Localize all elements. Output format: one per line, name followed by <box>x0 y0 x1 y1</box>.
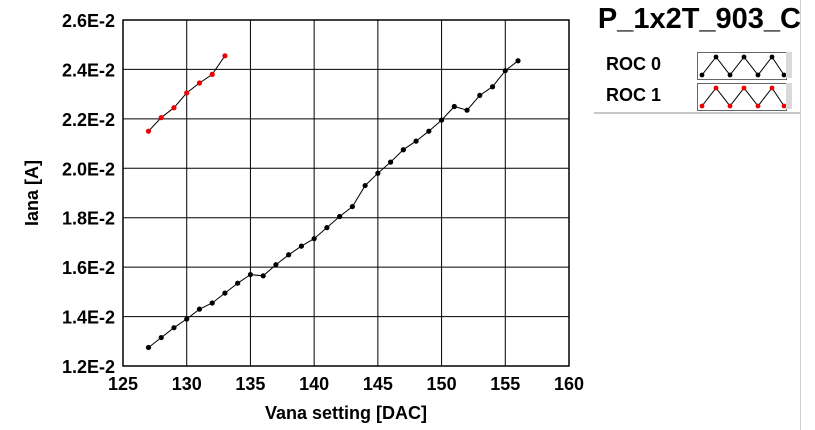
data-point-roc0 <box>515 58 521 64</box>
data-point-roc0 <box>145 344 152 351</box>
data-point-roc0 <box>311 236 317 242</box>
data-point-roc0 <box>464 107 470 113</box>
data-point-roc0 <box>247 271 254 278</box>
legend-item-roc1[interactable]: ROC 1 <box>594 81 794 111</box>
plot-frame <box>122 19 570 367</box>
legend-swatch-marker <box>769 54 775 60</box>
legend-swatch-marker <box>781 72 786 78</box>
data-point-roc0 <box>362 182 368 189</box>
y-tick-label: 2.0E-2 <box>62 159 115 179</box>
legend-swatch-marker <box>781 103 786 109</box>
plot-background <box>123 20 569 366</box>
data-point-roc0 <box>196 306 203 312</box>
y-tick-label: 1.6E-2 <box>62 258 115 278</box>
x-tick-label: 125 <box>108 374 138 394</box>
x-tick-label: 130 <box>172 374 202 394</box>
data-point-roc0 <box>324 225 330 231</box>
x-tick-label: 145 <box>363 374 393 394</box>
data-point-roc0 <box>502 68 508 74</box>
data-point-roc1 <box>158 115 164 121</box>
data-point-roc0 <box>451 103 457 110</box>
legend-label-roc0: ROC 0 <box>606 54 662 74</box>
data-point-roc0 <box>477 92 483 98</box>
data-point-roc0 <box>388 159 394 165</box>
y-tick-label: 1.8E-2 <box>62 209 115 229</box>
data-point-roc0 <box>184 316 190 322</box>
legend-swatch-marker <box>727 103 733 109</box>
y-tick-label: 2.2E-2 <box>62 110 115 130</box>
y-tick-label: 1.2E-2 <box>62 357 115 377</box>
data-point-roc0 <box>426 128 432 134</box>
legend-swatch-polyline <box>701 87 785 107</box>
legend-swatch-marker <box>713 85 719 91</box>
legend: ROC 0 ROC 1 <box>594 48 803 114</box>
legend-scroll-handle[interactable] <box>786 52 792 78</box>
data-point-roc0 <box>273 262 279 268</box>
chart-title: P_1x2T_903_C <box>597 3 801 35</box>
legend-swatch-polyline <box>701 56 785 76</box>
data-point-roc0 <box>158 334 164 341</box>
legend-swatch-marker <box>713 54 719 60</box>
data-point-roc0 <box>349 203 355 210</box>
y-tick-label: 1.4E-2 <box>62 308 115 328</box>
legend-swatch-roc1 <box>697 83 787 111</box>
data-point-roc0 <box>438 117 445 123</box>
legend-label-roc1: ROC 1 <box>606 85 662 105</box>
data-point-roc0 <box>489 84 496 90</box>
data-point-roc0 <box>286 252 292 258</box>
data-point-roc0 <box>337 213 343 220</box>
data-point-roc0 <box>298 243 304 249</box>
y-tick-label: 2.6E-2 <box>62 11 115 31</box>
legend-swatch-roc0 <box>697 52 787 80</box>
legend-swatch-marker <box>755 72 761 78</box>
x-tick-label: 160 <box>554 374 584 394</box>
x-axis-title: Vana setting [DAC] <box>265 403 427 423</box>
data-point-roc0 <box>235 280 241 286</box>
data-point-roc0 <box>209 300 215 306</box>
legend-scroll-handle[interactable] <box>786 83 792 109</box>
data-point-roc1 <box>184 90 190 96</box>
data-point-roc1 <box>196 80 203 86</box>
data-point-roc0 <box>260 273 266 279</box>
legend-swatch-marker <box>699 103 705 109</box>
legend-swatch-marker <box>741 85 747 91</box>
data-point-roc0 <box>413 138 419 144</box>
data-point-roc1 <box>145 128 152 134</box>
legend-swatch-marker <box>741 54 747 60</box>
y-tick-label: 2.4E-2 <box>62 60 115 80</box>
legend-swatch-marker <box>727 72 733 78</box>
x-tick-label: 135 <box>235 374 265 394</box>
legend-item-roc0[interactable]: ROC 0 <box>594 50 794 80</box>
legend-swatch-marker <box>699 72 705 78</box>
data-point-roc0 <box>400 147 406 153</box>
data-point-roc0 <box>375 170 381 176</box>
x-tick-label: 150 <box>427 374 457 394</box>
data-point-roc1 <box>209 71 215 77</box>
x-tick-label: 155 <box>490 374 520 394</box>
data-point-roc1 <box>222 53 228 59</box>
legend-swatch-line-roc0 <box>699 54 786 78</box>
legend-swatch-marker <box>769 85 775 91</box>
data-point-roc0 <box>171 325 177 331</box>
legend-swatch-marker <box>755 103 761 109</box>
y-axis-title: Iana [A] <box>22 160 42 226</box>
data-point-roc1 <box>171 105 177 111</box>
x-tick-label: 140 <box>299 374 329 394</box>
window-scrollbar[interactable] <box>800 0 815 430</box>
legend-swatch-line-roc1 <box>699 85 786 109</box>
data-point-roc0 <box>222 290 228 296</box>
